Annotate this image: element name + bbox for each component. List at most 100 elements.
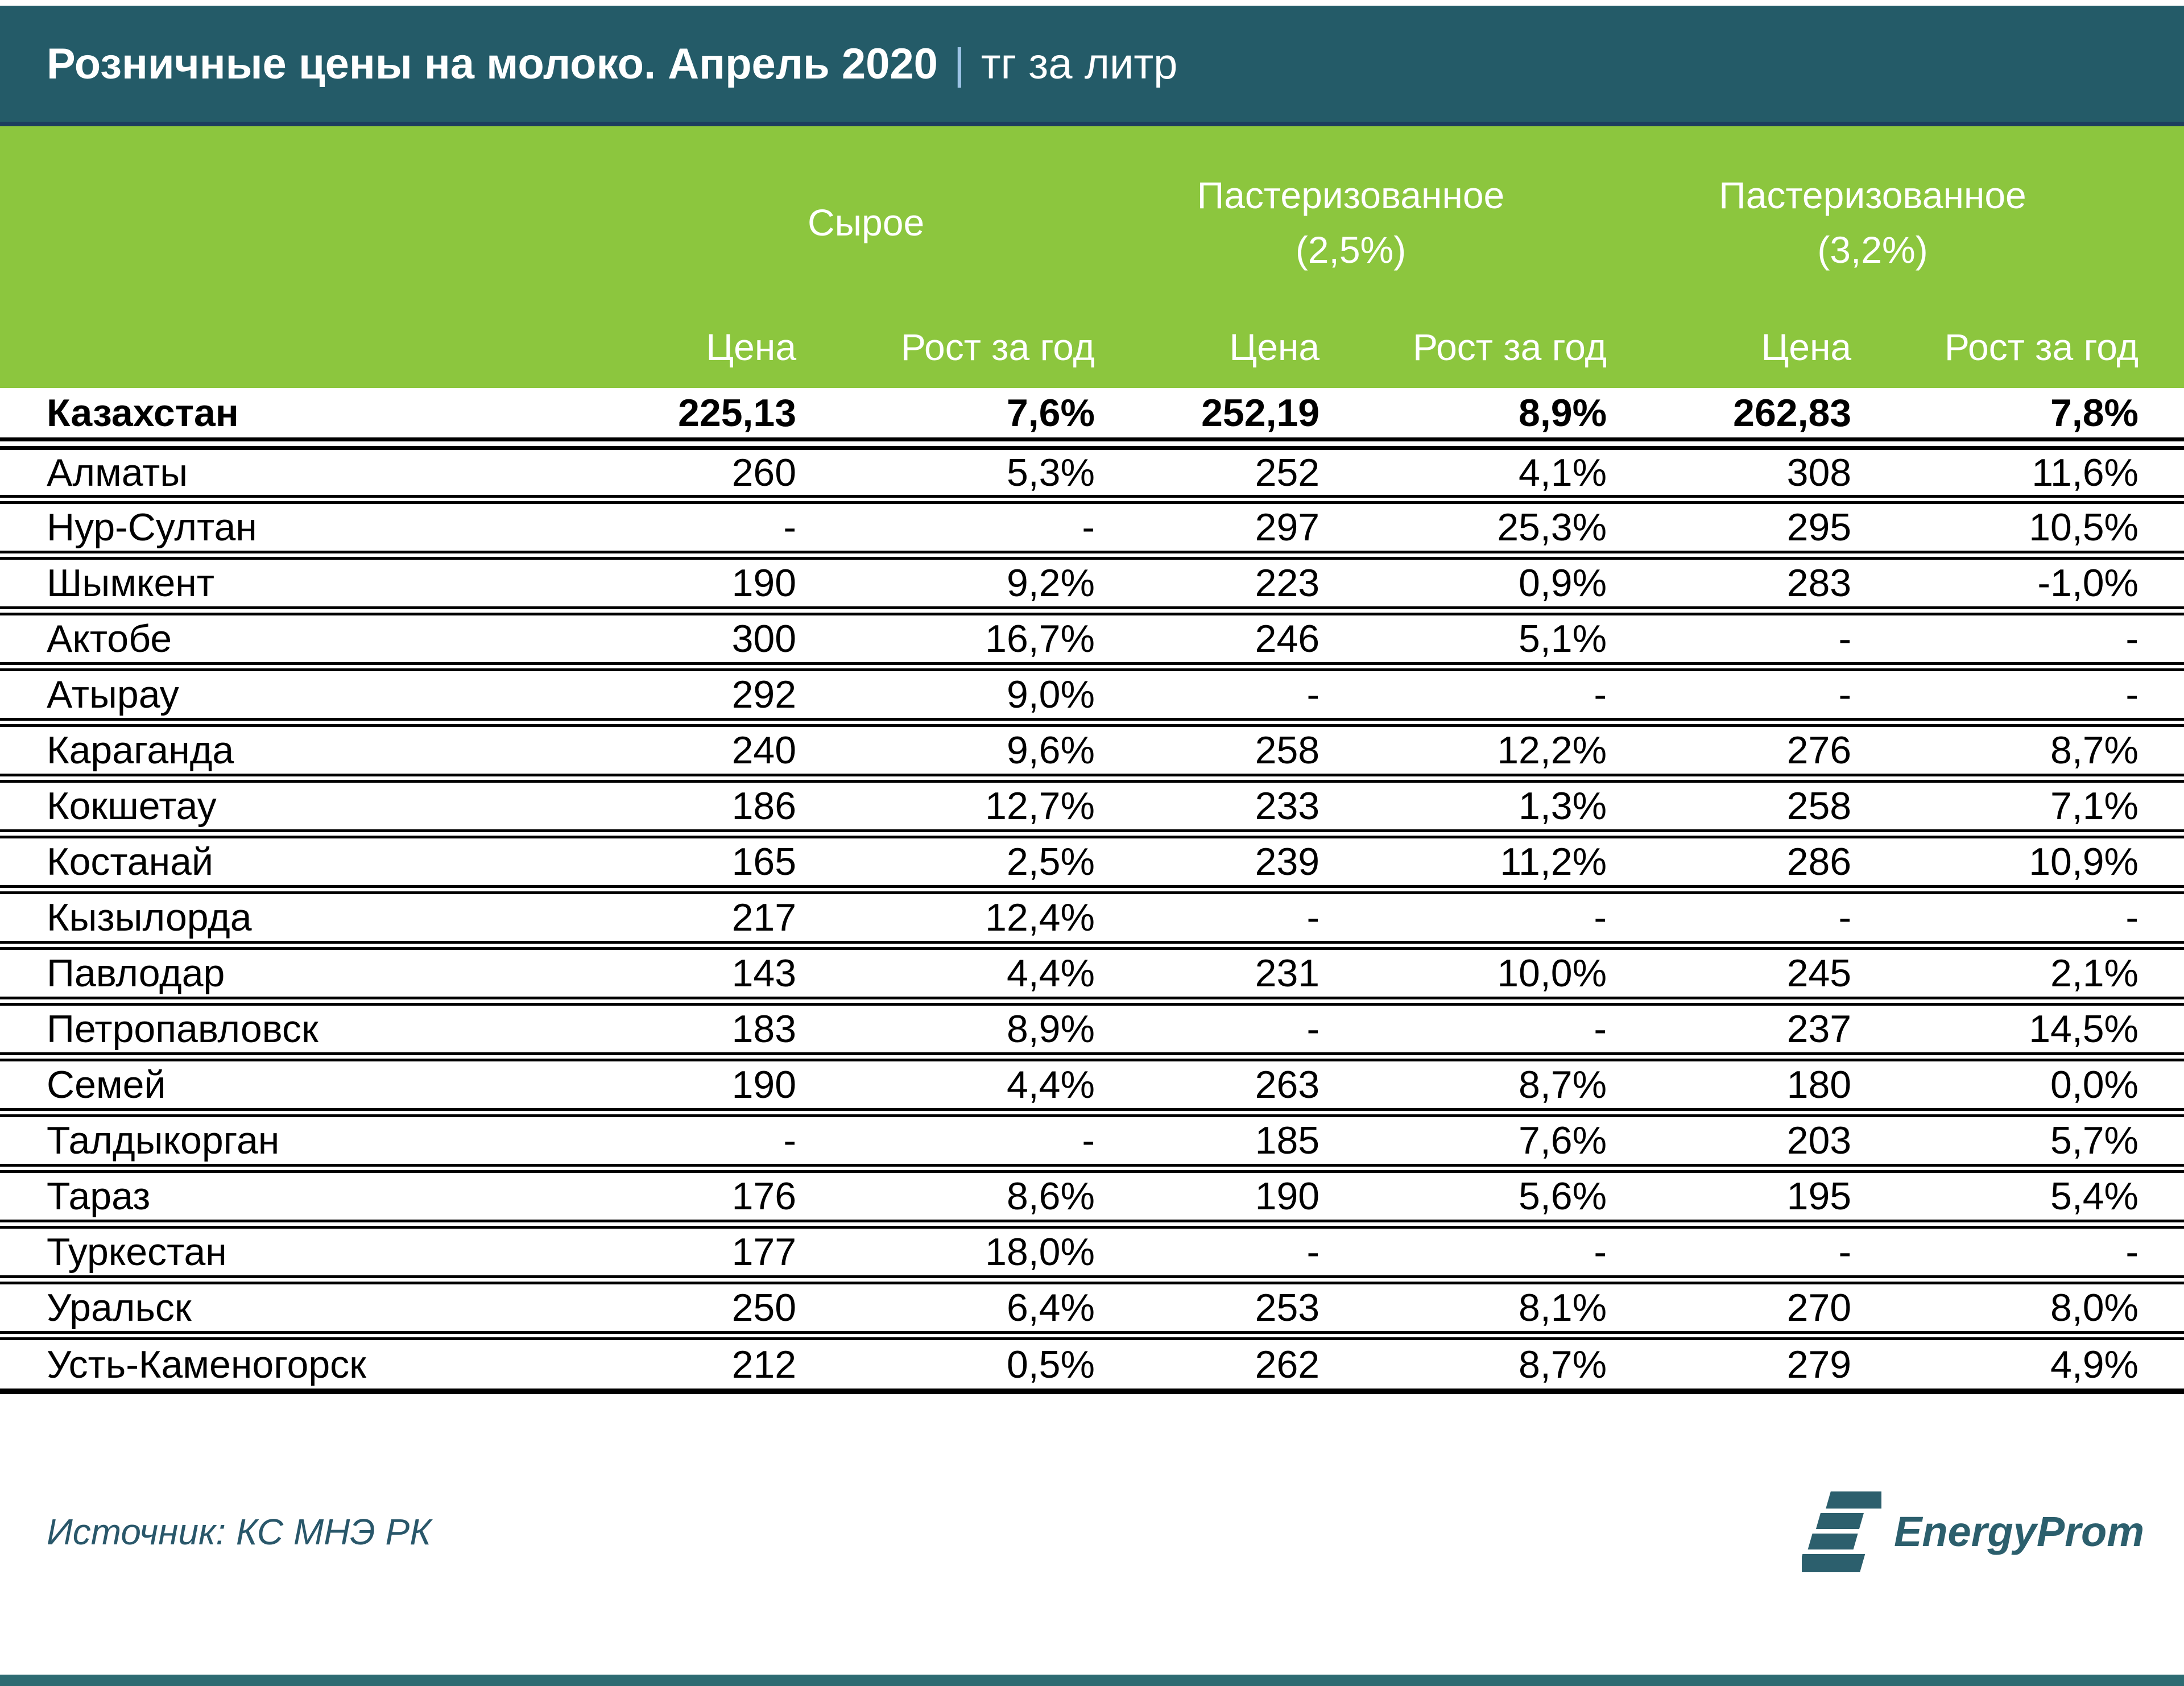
cell-value: -1,0% (2037, 561, 2138, 605)
cell-value: - (1594, 1007, 1607, 1051)
table-row: Усть-Каменогорск 212 0,5% 262 8,7% 279 4,9% (0, 1336, 2184, 1391)
cell-value: 25,3% (1497, 506, 1607, 549)
cell-value: 177 (731, 1230, 797, 1274)
cell-value: - (1082, 506, 1095, 549)
cell-value: 8,7% (2050, 729, 2138, 772)
table-row: Алматы 260 5,3% 252 4,1% 308 11,6% (0, 444, 2184, 499)
cell-value: 176 (731, 1175, 797, 1218)
col-header-growth-25: Рост за год (1320, 297, 1607, 388)
cell-value: 252 (1255, 451, 1320, 494)
cell-value: 7,8% (2050, 391, 2138, 435)
cell-value: - (1306, 1007, 1320, 1051)
cell-value: 8,9% (1519, 391, 1607, 435)
cell-value: - (1594, 673, 1607, 716)
cell-value: 292 (731, 673, 797, 716)
cell-value: 276 (1786, 729, 1852, 772)
table-row: Павлодар 143 4,4% 231 10,0% 245 2,1% (0, 945, 2184, 1001)
cell-value: 190 (731, 1063, 797, 1106)
table-row: Петропавловск 183 8,9% - - 237 14,5% (0, 1001, 2184, 1057)
cell-value: 9,2% (1006, 561, 1095, 605)
cell-value: 308 (1786, 451, 1852, 494)
col-header-price-32: Цена (1607, 297, 1852, 388)
cell-value: - (783, 506, 797, 549)
cell-value: 295 (1786, 506, 1852, 549)
row-name: Семей (47, 1063, 166, 1106)
row-name: Талдыкорган (47, 1119, 280, 1162)
row-name: Кокшетау (47, 784, 217, 828)
cell-value: 258 (1786, 784, 1852, 828)
sub-header-spacer (0, 297, 638, 388)
row-name: Казахстан (47, 391, 239, 435)
col-header-price-25: Цена (1094, 297, 1320, 388)
row-name: Уральск (47, 1286, 192, 1329)
cell-value: - (1838, 673, 1852, 716)
cell-value: 0,9% (1519, 561, 1607, 605)
cell-value: 253 (1255, 1286, 1320, 1329)
cell-value: 8,9% (1006, 1007, 1095, 1051)
cell-value: 11,2% (1500, 840, 1607, 883)
cell-value: - (1594, 1230, 1607, 1274)
cell-value: 1,3% (1519, 784, 1607, 828)
table-row: Кокшетау 186 12,7% 233 1,3% 258 7,1% (0, 778, 2184, 834)
cell-value: 240 (731, 729, 797, 772)
cell-value: 190 (1255, 1175, 1320, 1218)
col-header-price-raw: Цена (637, 297, 797, 388)
cell-value: - (1306, 673, 1320, 716)
title-separator: | (953, 39, 965, 88)
cell-value: 239 (1255, 840, 1320, 883)
cell-value: 260 (731, 451, 797, 494)
cell-value: - (2125, 673, 2138, 716)
cell-value: - (2125, 896, 2138, 939)
cell-value: 223 (1255, 561, 1320, 605)
cell-value: - (783, 1119, 797, 1162)
cell-value: 4,9% (2050, 1342, 2138, 1386)
energyprom-logo-icon (1801, 1489, 1881, 1575)
row-name: Усть-Каменогорск (47, 1342, 366, 1386)
cell-value: 300 (731, 617, 797, 660)
table-row: Уральск 250 6,4% 253 8,1% 270 8,0% (0, 1280, 2184, 1336)
cell-value: 6,4% (1006, 1286, 1095, 1329)
energyprom-logo-text: EnergyProm (1893, 1508, 2144, 1555)
table-row: Тараз 176 8,6% 190 5,6% 195 5,4% (0, 1168, 2184, 1224)
cell-value: 7,6% (1519, 1119, 1607, 1162)
cell-value: 250 (731, 1286, 797, 1329)
cell-value: 180 (1786, 1063, 1852, 1106)
cell-value: 165 (731, 840, 797, 883)
cell-value: 283 (1786, 561, 1852, 605)
cell-value: - (1838, 617, 1852, 660)
cell-value: - (1838, 896, 1852, 939)
table-row: Нур-Султан - - 297 25,3% 295 10,5% (0, 499, 2184, 555)
cell-value: 18,0% (985, 1230, 1095, 1274)
cell-value: 263 (1255, 1063, 1320, 1106)
cell-value: 186 (731, 784, 797, 828)
cell-value: 10,9% (2029, 840, 2138, 883)
cell-value: 258 (1255, 729, 1320, 772)
cell-value: 4,4% (1006, 1063, 1095, 1106)
cell-value: 286 (1786, 840, 1852, 883)
cell-value: 217 (731, 896, 797, 939)
row-name: Павлодар (47, 952, 225, 995)
row-name: Алматы (47, 451, 188, 494)
cell-value: 7,1% (2050, 784, 2138, 828)
title-bar: Розничные цены на молоко. Апрель 2020 | … (0, 6, 2184, 126)
group-header-pasteurized-32: Пастеризованное (3,2%) (1607, 126, 2184, 297)
cell-value: 279 (1786, 1342, 1852, 1386)
cell-value: 8,1% (1519, 1286, 1607, 1329)
cell-value: 12,2% (1497, 729, 1607, 772)
cell-value: 262,83 (1733, 391, 1852, 435)
cell-value: 12,4% (985, 896, 1095, 939)
page-title: Розничные цены на молоко. Апрель 2020 (47, 39, 938, 88)
table-row: Шымкент 190 9,2% 223 0,9% 283 -1,0% (0, 555, 2184, 611)
title-unit: тг за литр (981, 39, 1178, 88)
cell-value: 4,1% (1519, 451, 1607, 494)
cell-value: 212 (731, 1342, 797, 1386)
cell-value: - (1306, 1230, 1320, 1274)
row-name: Караганда (47, 729, 234, 772)
cell-value: - (1594, 896, 1607, 939)
group-header-spacer (0, 126, 638, 297)
group-header-row: Сырое Пастеризованное (2,5%) Пастеризова… (0, 126, 2184, 297)
table-row: Талдыкорган - - 185 7,6% 203 5,7% (0, 1113, 2184, 1168)
col-header-growth-raw: Рост за год (796, 297, 1095, 388)
cell-value: 10,0% (1497, 952, 1607, 995)
